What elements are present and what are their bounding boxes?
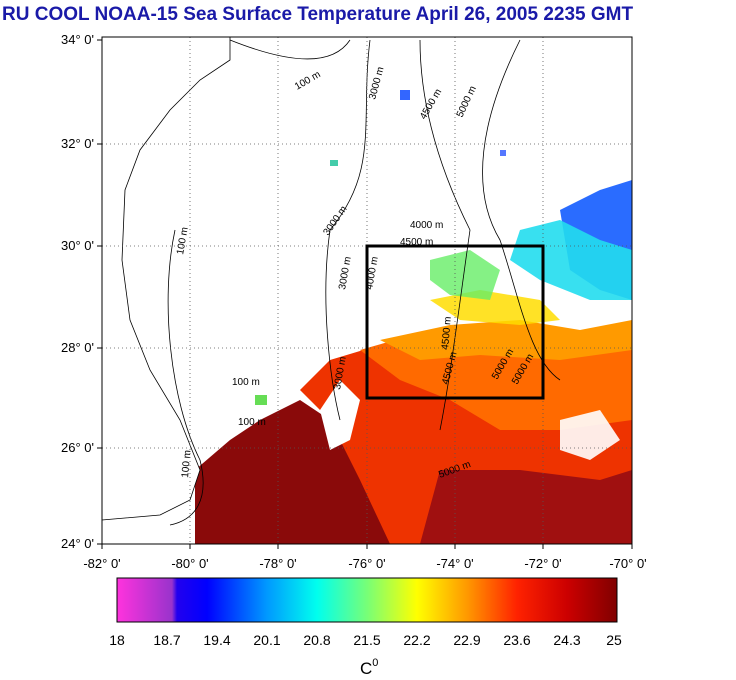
sst-patch (255, 395, 267, 405)
contour-label: 100 m (232, 377, 260, 388)
contour-label: 4000 m (410, 220, 443, 231)
sst-patch (400, 90, 410, 100)
lon-labels: -82° 0' -80° 0' -78° 0' -76° 0' -74° 0' … (83, 556, 646, 571)
lat-tick-label: 28° 0' (61, 340, 94, 355)
colorbar-label: 18.7 (153, 632, 180, 648)
colorbar-label: 23.6 (503, 632, 530, 648)
lon-tick-label: -78° 0' (259, 556, 296, 571)
colorbar-labels: 18 18.7 19.4 20.1 20.8 21.5 22.2 22.9 23… (109, 632, 622, 648)
colorbar-label: 20.1 (253, 632, 280, 648)
lon-tick-label: -70° 0' (609, 556, 646, 571)
contour-label: 3000 m (367, 66, 386, 101)
lon-tick-label: -72° 0' (524, 556, 561, 571)
colorbar-label: 21.5 (353, 632, 380, 648)
axis-ticks (97, 39, 633, 549)
cloud-gap (320, 380, 360, 450)
sst-orange-band (380, 320, 632, 360)
lat-tick-label: 24° 0' (61, 536, 94, 551)
contour-label: 100 m (175, 226, 191, 255)
study-area-box (365, 244, 545, 400)
lon-tick-label: -76° 0' (348, 556, 385, 571)
contour-label: 3000 m (321, 204, 349, 238)
colorbar-unit: C0 (360, 657, 378, 678)
contour-line-5000m (482, 39, 561, 381)
lat-tick-label: 30° 0' (61, 238, 94, 253)
lat-labels: 34° 0' 32° 0' 30° 0' 28° 0' 26° 0' 24° 0… (61, 32, 94, 551)
contour-label: 4500 m (400, 237, 433, 248)
lon-tick-label: -82° 0' (83, 556, 120, 571)
lat-tick-label: 26° 0' (61, 440, 94, 455)
colorbar-label: 24.3 (553, 632, 580, 648)
contour-label: 100 m (238, 417, 266, 428)
land-region (102, 37, 231, 521)
colorbar-label: 22.2 (403, 632, 430, 648)
colorbar-label: 22.9 (453, 632, 480, 648)
lat-tick-label: 32° 0' (61, 136, 94, 151)
sst-green-patches (430, 250, 500, 300)
colorbar-label: 18 (109, 632, 125, 648)
sst-yellow-band (430, 290, 560, 325)
sst-dark-red-region (195, 400, 400, 544)
sst-field (102, 37, 632, 544)
graticule (102, 37, 632, 544)
sst-patch (330, 160, 338, 166)
contour-label: 4500 m (418, 87, 444, 121)
cloud-gap (560, 410, 620, 460)
colorbar-label: 19.4 (203, 632, 230, 648)
contour-line-100m (229, 39, 351, 60)
contour-label: 4500 m (440, 316, 454, 350)
lon-tick-label: -80° 0' (171, 556, 208, 571)
bathymetry-contours (167, 39, 561, 526)
colorbar-label: 20.8 (303, 632, 330, 648)
colorbar-label: 25 (606, 632, 622, 648)
contour-line-100m (167, 229, 204, 526)
page-title: RU COOL NOAA-15 Sea Surface Temperature … (2, 4, 634, 25)
sst-dark-south (420, 470, 632, 544)
contour-label: 100 m (293, 69, 323, 92)
lat-tick-label: 34° 0' (61, 32, 94, 47)
contour-label: 5000 m (455, 84, 479, 119)
contour-label: 3000 m (337, 256, 354, 291)
contour-line-3000m (325, 39, 371, 421)
lon-tick-label: -74° 0' (436, 556, 473, 571)
contour-label: 100 m (180, 450, 193, 479)
colorbar (116, 577, 618, 623)
sst-patch (500, 150, 506, 156)
contour-line-4500m (419, 39, 471, 431)
sst-cyan-region (510, 220, 632, 300)
